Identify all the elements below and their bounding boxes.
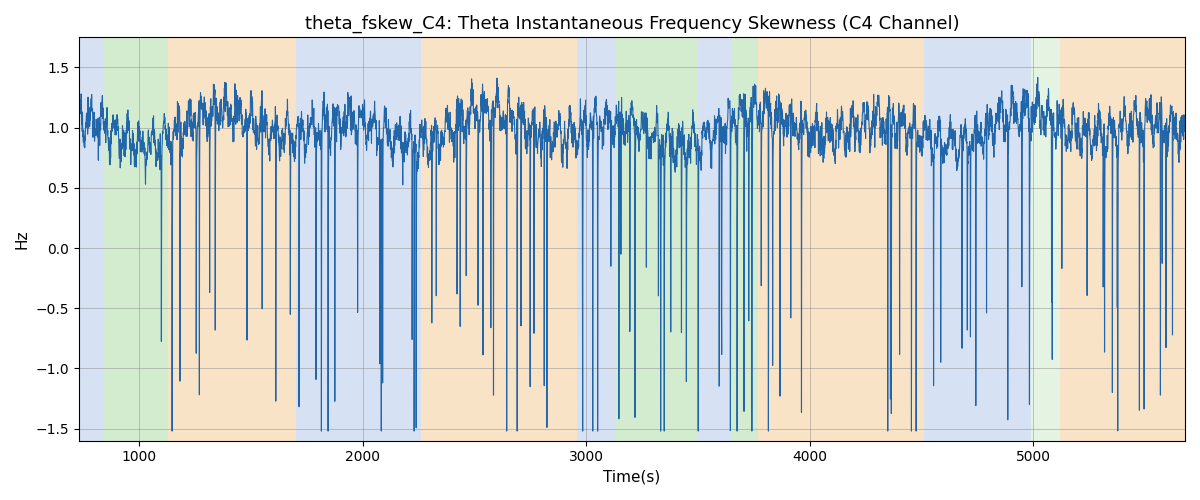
Bar [103, 38, 168, 440]
Bar [924, 38, 1031, 440]
Bar [758, 38, 924, 440]
Bar [731, 38, 758, 440]
Bar [79, 38, 103, 440]
Y-axis label: Hz: Hz [14, 230, 30, 249]
Bar [698, 38, 731, 440]
Bar [577, 38, 616, 440]
X-axis label: Time(s): Time(s) [604, 470, 660, 485]
Bar [421, 38, 577, 440]
Bar [295, 38, 421, 440]
Title: theta_fskew_C4: Theta Instantaneous Frequency Skewness (C4 Channel): theta_fskew_C4: Theta Instantaneous Freq… [305, 15, 959, 34]
Bar [616, 38, 698, 440]
Bar [1031, 38, 1060, 440]
Bar [168, 38, 295, 440]
Bar [1060, 38, 1184, 440]
